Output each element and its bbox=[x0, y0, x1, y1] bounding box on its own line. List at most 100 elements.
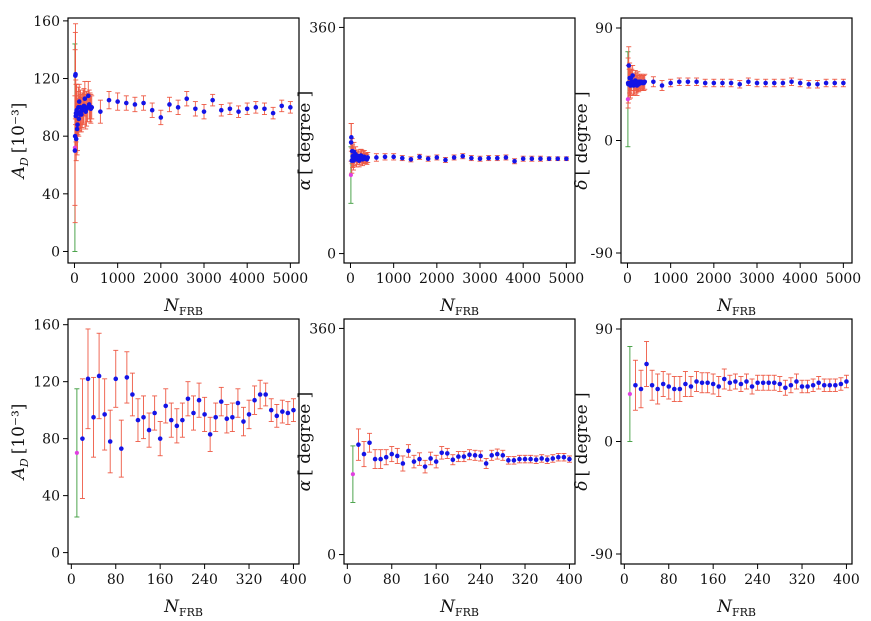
x-tick-label: 160 bbox=[147, 572, 174, 588]
x-tick-label: 240 bbox=[744, 572, 771, 588]
data-point bbox=[494, 451, 500, 457]
data-point bbox=[75, 122, 80, 127]
data-point bbox=[367, 440, 372, 446]
plot-frame bbox=[620, 17, 853, 264]
data-point bbox=[651, 79, 656, 85]
data-point bbox=[174, 423, 180, 429]
data-point bbox=[450, 457, 456, 463]
data-point bbox=[522, 456, 528, 462]
first-data-point bbox=[627, 391, 632, 397]
data-point bbox=[737, 81, 743, 87]
x-axis-label: NFRB bbox=[439, 597, 479, 619]
data-point bbox=[659, 83, 665, 88]
x-tick-label: 240 bbox=[467, 572, 494, 588]
x-axis-label: NFRB bbox=[163, 296, 203, 318]
plot-frame bbox=[620, 318, 853, 565]
data-point bbox=[383, 454, 389, 460]
data-point bbox=[544, 457, 550, 463]
data-point bbox=[163, 403, 169, 409]
data-point bbox=[372, 456, 378, 462]
x-tick-label: 4000 bbox=[229, 271, 265, 287]
x-tick-label: 80 bbox=[383, 572, 401, 588]
data-point bbox=[844, 379, 849, 384]
data-point bbox=[425, 156, 431, 162]
data-point bbox=[799, 384, 805, 389]
x-tick-label: 2000 bbox=[696, 271, 732, 287]
data-point bbox=[668, 80, 673, 86]
data-point bbox=[72, 148, 78, 153]
data-point bbox=[107, 439, 113, 444]
data-point bbox=[815, 81, 820, 87]
data-point bbox=[469, 155, 474, 161]
data-point bbox=[511, 458, 517, 463]
data-point bbox=[434, 155, 440, 160]
x-tick-label: 4000 bbox=[505, 271, 541, 287]
data-point bbox=[85, 376, 91, 382]
x-tick-label: 4000 bbox=[782, 271, 818, 287]
data-point bbox=[439, 450, 445, 456]
data-point bbox=[694, 379, 699, 384]
data-point bbox=[506, 458, 511, 463]
x-tick-label: 80 bbox=[660, 572, 678, 588]
data-point bbox=[167, 102, 172, 107]
data-point bbox=[533, 457, 539, 463]
first-data-point bbox=[350, 472, 355, 477]
data-point bbox=[694, 79, 699, 85]
y-tick-label: 0 bbox=[604, 134, 613, 150]
data-point bbox=[520, 156, 526, 162]
data-point bbox=[207, 432, 213, 437]
x-tick-label: 0 bbox=[70, 271, 79, 287]
data-point bbox=[755, 380, 760, 386]
chart-panel-bottom-right: 0 80 160 240 320 400 -90 0 90 NFRB δ[ degree ] bbox=[572, 318, 860, 619]
data-point bbox=[395, 453, 400, 459]
data-point bbox=[175, 105, 181, 110]
data-point bbox=[720, 80, 725, 86]
x-tick-label: 400 bbox=[833, 572, 860, 588]
x-tick-label: 320 bbox=[236, 572, 263, 588]
data-point bbox=[141, 414, 146, 420]
data-point bbox=[638, 386, 644, 392]
y-tick-label: 80 bbox=[42, 129, 60, 145]
data-point bbox=[644, 361, 649, 367]
data-point bbox=[478, 453, 483, 459]
data-point bbox=[633, 382, 638, 388]
x-tick-label: 5000 bbox=[826, 271, 862, 287]
data-point bbox=[528, 456, 533, 462]
data-point bbox=[152, 410, 157, 416]
y-tick-label: 120 bbox=[33, 375, 60, 391]
y-tick-label: 0 bbox=[327, 548, 336, 564]
data-marks bbox=[72, 23, 293, 252]
data-point bbox=[74, 126, 80, 132]
data-point bbox=[788, 382, 794, 388]
data-point bbox=[538, 156, 543, 162]
data-point bbox=[456, 454, 461, 459]
data-point bbox=[721, 376, 727, 382]
y-tick-label: 90 bbox=[595, 322, 613, 338]
data-point bbox=[539, 456, 544, 461]
y-axis-label: δ[ degree ] bbox=[572, 392, 592, 490]
data-point bbox=[460, 153, 466, 159]
data-point bbox=[80, 436, 85, 441]
data-point bbox=[494, 155, 500, 161]
data-point bbox=[677, 386, 683, 392]
data-point bbox=[89, 105, 95, 110]
data-point bbox=[451, 155, 457, 160]
data-point bbox=[699, 380, 705, 386]
data-point bbox=[821, 382, 827, 388]
data-point bbox=[816, 380, 821, 386]
y-tick-label: 160 bbox=[33, 14, 60, 30]
data-point bbox=[382, 154, 388, 160]
data-point bbox=[141, 100, 146, 106]
chart-panel-top-left: 0 1000 2000 3000 4000 5000 0 40 80 120 160 NFRB AD[1… bbox=[9, 14, 308, 318]
x-tick-label: 1000 bbox=[653, 271, 689, 287]
data-point bbox=[356, 442, 361, 447]
x-axis-label: NFRB bbox=[163, 597, 203, 619]
data-point bbox=[378, 456, 383, 462]
x-tick-label: 2000 bbox=[419, 271, 455, 287]
data-point bbox=[374, 155, 379, 160]
y-tick-label: 40 bbox=[42, 489, 60, 505]
y-tick-label: -90 bbox=[590, 547, 613, 563]
data-point bbox=[486, 155, 491, 161]
data-point bbox=[257, 392, 263, 397]
